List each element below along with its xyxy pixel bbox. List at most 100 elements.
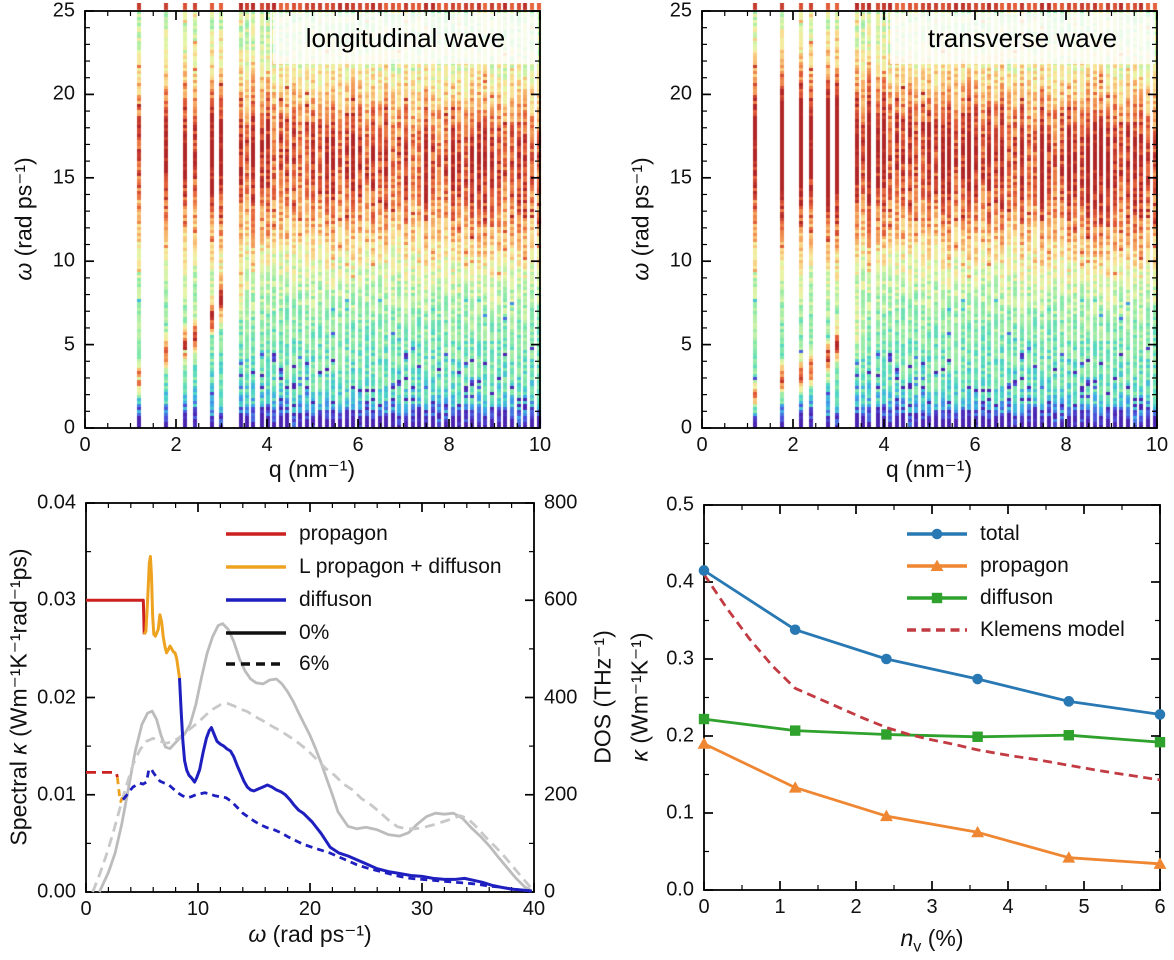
legend-line-total [907, 528, 967, 539]
marker-square [698, 713, 710, 725]
legend-label-0pct: 0% [299, 620, 330, 644]
y-tick-label: 0.03 [37, 588, 76, 611]
y-tick-label: 600 [544, 588, 578, 611]
y-tick-label: 0.2 [666, 724, 694, 747]
ylabel-dos: DOS (THz⁻¹) [590, 630, 617, 764]
ylabel-spectral-left: Spectral κ (Wm⁻¹K⁻¹rad⁻¹ps) [6, 548, 33, 845]
x-tick-label: 6 [1154, 896, 1166, 918]
legend-line-0pct [226, 630, 286, 635]
legend-marker-square [931, 592, 943, 603]
ylabel-spectral-units: (Wm⁻¹K⁻¹rad⁻¹ps) [5, 548, 32, 744]
ylabel-transverse-units: (rad ps⁻¹) [627, 157, 654, 263]
y-tick-label: 10 [669, 249, 692, 272]
y-tick-label: 0.04 [37, 491, 76, 514]
marker-square [790, 725, 801, 736]
marker-square [881, 729, 892, 740]
series-propagon-0- [86, 598, 146, 635]
y-tick-label: 0.02 [37, 686, 76, 708]
marker-circle [698, 565, 710, 576]
y-tick-label: 0.5 [666, 493, 694, 516]
ylabel-dos-text: DOS (THz⁻¹) [589, 630, 616, 764]
legend-line-l-propagon-diffuson [226, 564, 286, 569]
y-tick-label: 0 [544, 880, 556, 903]
marker-square [972, 731, 983, 742]
panel-title-longitudinal: longitudinal wave [273, 13, 538, 64]
legend-item-total: total [905, 520, 1020, 547]
x-tick-label: 20 [298, 898, 322, 920]
x-tick-label: 0 [79, 434, 91, 456]
ylabel-longitudinal: ω (rad ps⁻¹) [11, 157, 38, 280]
x-tick-label: 4 [1002, 896, 1014, 918]
series-diffuson [703, 717, 1161, 744]
ylabel-longitudinal-var: ω [10, 262, 37, 281]
legend-line-propagon [226, 531, 286, 536]
marker-triangle [788, 781, 802, 793]
series-propagon-6- [86, 771, 119, 778]
x-tick-label: 10 [528, 434, 552, 456]
marker-circle [1154, 709, 1166, 720]
legend-line-klemens [907, 627, 967, 632]
legend-item-propagon: propagon [224, 520, 388, 547]
marker-circle [881, 653, 892, 665]
series-l-propagon-diffuson-6- [116, 777, 124, 803]
legend-item-klemens: Klemens model [905, 616, 1125, 643]
y-tick-label: 15 [52, 166, 75, 189]
xlabel-spectral-units: (rad ps⁻¹) [266, 921, 372, 947]
x-tick-label: 0 [698, 896, 710, 918]
x-tick-label: 2 [787, 434, 799, 456]
legend-item-diffuson: diffuson [224, 586, 372, 613]
x-tick-label: 1 [774, 896, 786, 918]
legend-label-l-propagon-diffuson: L propagon + diffuson [299, 554, 502, 578]
axes-frame [84, 10, 541, 429]
axes-frame [701, 10, 1158, 429]
series-diffuson-0- [178, 678, 531, 893]
marker-circle [972, 673, 983, 685]
x-tick-label: 8 [1060, 434, 1072, 456]
legend-item-6pct: 6% [224, 650, 329, 677]
legend-item-l-propagon-diffuson: L propagon + diffuson [224, 553, 502, 580]
x-tick-label: 0 [696, 434, 708, 456]
y-tick-label: 0.01 [37, 783, 76, 806]
ylabel-longitudinal-units: (rad ps⁻¹) [10, 157, 37, 263]
marker-triangle [1153, 857, 1167, 869]
ylabel-transverse-var: ω [627, 262, 654, 281]
y-tick-label: 25 [669, 0, 692, 22]
ylabel-kappa-var: κ [626, 750, 653, 762]
ylabel-spectral-pre: Spectral [5, 754, 32, 846]
x-tick-label: 4 [878, 434, 890, 456]
x-tick-label: 6 [969, 434, 981, 456]
legend-item-kappa-propagon: propagon [905, 552, 1069, 579]
marker-square [1063, 730, 1074, 741]
legend-label-kappa-propagon: propagon [980, 553, 1069, 577]
legend-label-klemens: Klemens model [980, 617, 1125, 641]
legend-label-total: total [980, 521, 1020, 545]
marker-triangle [971, 825, 984, 838]
x-tick-label: 8 [443, 434, 455, 456]
y-tick-label: 0 [63, 416, 75, 439]
y-tick-label: 0.0 [666, 878, 694, 901]
x-tick-label: 4 [261, 434, 273, 456]
xlabel-spectral: ω (rad ps⁻¹) [248, 921, 371, 948]
panel-title-longitudinal-text: longitudinal wave [305, 23, 506, 53]
y-tick-label: 800 [544, 491, 578, 514]
x-tick-label: 40 [522, 898, 546, 920]
xlabel-kappa-units: (%) [921, 925, 964, 951]
xlabel-longitudinal-text: q (nm⁻¹) [268, 456, 356, 482]
ylabel-kappa: κ (Wm⁻¹K⁻¹) [627, 632, 654, 761]
series-diffuson-6- [121, 767, 532, 893]
sed-heatmap-longitudinal [85, 3, 542, 429]
y-tick-label: 15 [669, 166, 692, 189]
y-tick-label: 400 [544, 686, 578, 708]
y-tick-label: 20 [669, 82, 692, 105]
marker-triangle [880, 809, 893, 822]
panel-title-transverse-text: transverse wave [927, 23, 1118, 53]
x-tick-label: 30 [410, 898, 434, 920]
series-klemens-model [702, 573, 1161, 782]
y-tick-label: 5 [680, 333, 692, 356]
x-tick-label: 3 [926, 896, 938, 918]
legend-marker-circle [931, 528, 943, 539]
marker-triangle [1062, 851, 1076, 863]
y-tick-label: 20 [52, 82, 75, 105]
